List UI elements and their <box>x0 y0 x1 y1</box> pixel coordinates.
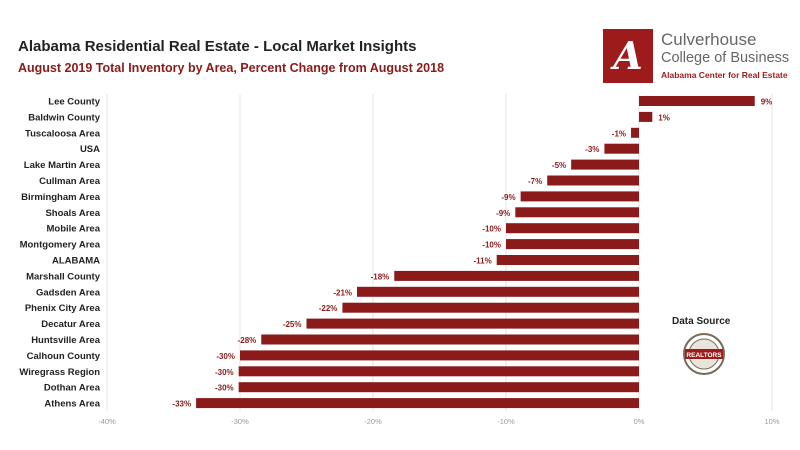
data-label: 1% <box>658 113 670 122</box>
data-label: -30% <box>215 368 234 377</box>
bar <box>196 398 640 409</box>
grid-lines <box>106 94 773 412</box>
bar <box>639 111 653 122</box>
data-label: -1% <box>612 129 626 138</box>
category-label: Decatur Area <box>41 319 101 330</box>
alabama-a-logo-icon: A <box>603 29 653 83</box>
category-label: Wiregrass Region <box>19 367 100 378</box>
category-label: Huntsville Area <box>31 335 101 346</box>
data-label: -5% <box>552 161 566 170</box>
data-label: -3% <box>585 145 599 154</box>
category-label: Shoals Area <box>45 208 100 219</box>
culverhouse-logo: A Culverhouse College of Business Alabam… <box>603 29 793 89</box>
category-label: Marshall County <box>26 271 101 282</box>
bar <box>357 286 639 297</box>
data-label: -7% <box>528 177 542 186</box>
bar <box>604 143 639 154</box>
bars <box>196 96 755 409</box>
bar <box>238 366 640 377</box>
x-tick-label: -30% <box>231 417 249 426</box>
data-label: -9% <box>496 209 510 218</box>
data-label: -10% <box>482 241 501 250</box>
data-label: -21% <box>333 288 352 297</box>
bar <box>639 96 755 106</box>
bar <box>496 255 639 265</box>
data-label: -10% <box>482 225 501 234</box>
bar <box>571 159 639 170</box>
category-label: Calhoun County <box>27 351 101 362</box>
chart-subtitle: August 2019 Total Inventory by Area, Per… <box>18 61 445 75</box>
x-tick-label: 10% <box>764 417 779 426</box>
bar <box>515 207 639 218</box>
category-label: Cullman Area <box>39 176 101 187</box>
category-labels: Lee County Baldwin County Tuscaloosa Area U… <box>19 97 100 410</box>
x-tick-label: 0% <box>634 417 645 426</box>
bar <box>240 350 639 361</box>
category-label: Lee County <box>48 97 100 108</box>
category-label: USA <box>80 144 100 155</box>
logo-letter: A <box>613 33 643 78</box>
bar <box>342 302 639 313</box>
category-label: Baldwin County <box>28 112 100 123</box>
data-label: -22% <box>319 304 338 313</box>
category-label: Montgomery Area <box>20 240 101 251</box>
bar <box>547 175 639 186</box>
category-label: Tuscaloosa Area <box>25 128 101 139</box>
logo-line-3: Alabama Center for Real Estate <box>661 70 788 80</box>
x-tick-labels: -40% -30% -20% -10% 0% 10% <box>98 417 780 426</box>
data-label: -9% <box>501 193 515 202</box>
data-label: -25% <box>283 320 302 329</box>
bar <box>238 382 640 393</box>
category-label: Phenix City Area <box>25 303 101 314</box>
category-label: Birmingham Area <box>21 192 101 203</box>
category-label: ALABAMA <box>52 256 100 267</box>
chart-title: Alabama Residential Real Estate - Local … <box>18 38 417 55</box>
data-labels: 9% 1% -1% -3% -5% -7% -9% -9% -10% -10% -11% -18% -2… <box>172 98 772 409</box>
bar <box>631 127 639 138</box>
category-label: Dothan Area <box>44 383 101 394</box>
realtors-seal-icon: REALTORS <box>683 333 725 375</box>
logo-line-2: College of Business <box>661 50 790 66</box>
category-label: Mobile Area <box>47 224 101 235</box>
category-label: Gadsden Area <box>36 287 101 298</box>
data-label: -30% <box>216 352 235 361</box>
bar <box>306 318 639 329</box>
bar <box>506 239 639 250</box>
data-label: -33% <box>172 400 191 409</box>
bar <box>520 191 639 202</box>
bar <box>506 223 639 234</box>
category-label: Athens Area <box>44 399 100 410</box>
data-label: -18% <box>371 272 390 281</box>
logo-line-1: Culverhouse <box>661 30 757 49</box>
category-label: Lake Martin Area <box>24 160 101 171</box>
x-tick-label: -40% <box>98 417 116 426</box>
data-source-label: Data Source <box>672 316 731 327</box>
bar <box>261 334 639 345</box>
x-tick-label: -10% <box>497 417 515 426</box>
data-label: 9% <box>761 98 773 107</box>
x-tick-label: -20% <box>364 417 382 426</box>
data-label: -30% <box>215 384 234 393</box>
data-label: -11% <box>473 257 491 266</box>
bar <box>394 270 639 281</box>
data-label: -28% <box>238 336 257 345</box>
seal-text: REALTORS <box>686 352 722 359</box>
